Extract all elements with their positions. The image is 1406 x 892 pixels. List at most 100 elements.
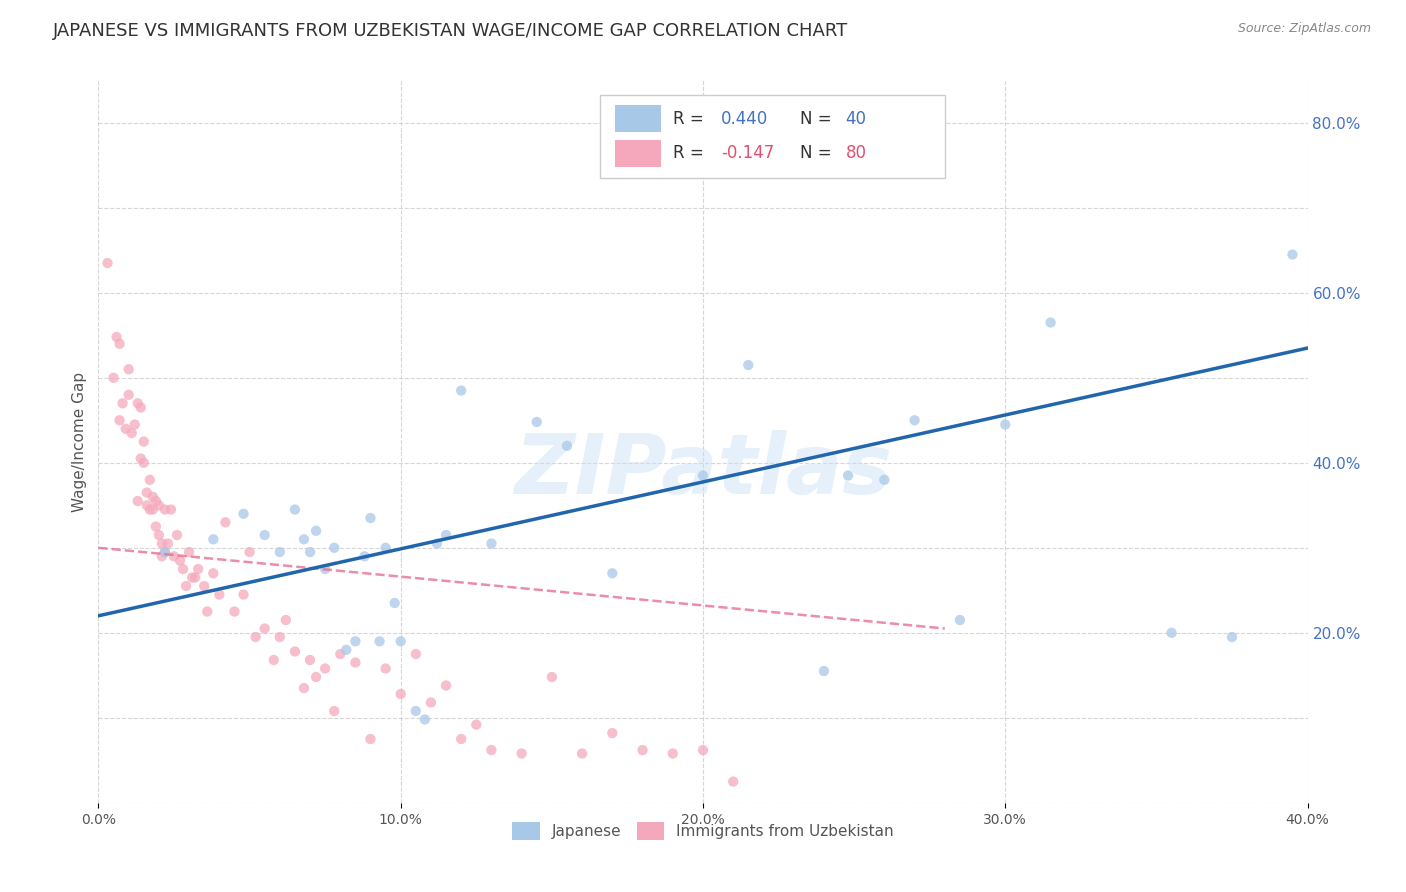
Point xyxy=(269,545,291,559)
Point xyxy=(118,388,141,402)
Point xyxy=(661,747,683,761)
Point xyxy=(384,596,406,610)
Point xyxy=(465,717,488,731)
Text: 0.440: 0.440 xyxy=(721,110,769,128)
Y-axis label: Wage/Income Gap: Wage/Income Gap xyxy=(72,371,87,512)
Point xyxy=(692,743,714,757)
Point xyxy=(187,562,209,576)
Point xyxy=(127,494,149,508)
Point xyxy=(174,579,197,593)
Point xyxy=(118,362,141,376)
Point xyxy=(631,743,654,757)
Text: R =: R = xyxy=(672,145,709,162)
Text: N =: N = xyxy=(800,145,837,162)
Point xyxy=(153,545,176,559)
Point xyxy=(284,502,307,516)
Point xyxy=(737,358,759,372)
Point xyxy=(274,613,297,627)
Point xyxy=(96,256,118,270)
Point xyxy=(873,473,896,487)
Point xyxy=(405,704,427,718)
Text: 40: 40 xyxy=(845,110,866,128)
Point xyxy=(208,588,231,602)
Text: N =: N = xyxy=(800,110,837,128)
Text: JAPANESE VS IMMIGRANTS FROM UZBEKISTAN WAGE/INCOME GAP CORRELATION CHART: JAPANESE VS IMMIGRANTS FROM UZBEKISTAN W… xyxy=(53,22,849,40)
Point xyxy=(132,456,155,470)
Point xyxy=(540,670,562,684)
Point xyxy=(111,396,134,410)
Point xyxy=(232,507,254,521)
Point xyxy=(723,774,745,789)
Point xyxy=(145,494,167,508)
Point xyxy=(129,401,152,415)
Point xyxy=(269,630,291,644)
Point xyxy=(602,566,624,581)
Point xyxy=(374,541,396,555)
Point xyxy=(450,732,472,747)
Point xyxy=(148,498,170,512)
Point xyxy=(510,747,533,761)
Point xyxy=(368,634,391,648)
Text: 80: 80 xyxy=(845,145,866,162)
Point xyxy=(153,545,176,559)
Point xyxy=(239,545,262,559)
Point xyxy=(132,434,155,449)
Point xyxy=(184,570,207,584)
Point xyxy=(994,417,1017,432)
Point xyxy=(193,579,215,593)
Point xyxy=(602,726,624,740)
Point xyxy=(142,502,165,516)
Point xyxy=(139,473,162,487)
Point xyxy=(904,413,927,427)
Point xyxy=(121,425,143,440)
Point xyxy=(481,536,503,550)
Text: Source: ZipAtlas.com: Source: ZipAtlas.com xyxy=(1237,22,1371,36)
Point xyxy=(129,451,152,466)
Point xyxy=(253,528,276,542)
Point xyxy=(135,485,157,500)
Point xyxy=(103,371,125,385)
Point xyxy=(150,549,173,564)
Point xyxy=(145,519,167,533)
Point xyxy=(179,545,201,559)
Point xyxy=(135,498,157,512)
Point xyxy=(142,490,165,504)
FancyBboxPatch shape xyxy=(614,105,661,132)
Point xyxy=(360,511,382,525)
Point xyxy=(245,630,267,644)
Point xyxy=(526,415,548,429)
Point xyxy=(555,439,578,453)
Point xyxy=(305,670,328,684)
Point xyxy=(413,713,436,727)
Point xyxy=(389,634,412,648)
Point xyxy=(224,605,246,619)
Point xyxy=(169,553,191,567)
FancyBboxPatch shape xyxy=(614,139,661,167)
Point xyxy=(195,605,218,619)
Point xyxy=(172,562,194,576)
Point xyxy=(405,647,427,661)
Point xyxy=(314,562,336,576)
Point xyxy=(150,536,173,550)
Point xyxy=(114,422,136,436)
Point xyxy=(314,661,336,675)
Point xyxy=(153,502,176,516)
Point xyxy=(1160,625,1182,640)
Point xyxy=(253,622,276,636)
Point xyxy=(181,570,204,584)
Text: -0.147: -0.147 xyxy=(721,145,775,162)
Point xyxy=(426,536,449,550)
Point xyxy=(284,644,307,658)
Text: ZIPatlas: ZIPatlas xyxy=(515,430,891,511)
Point xyxy=(202,566,225,581)
Point xyxy=(1281,247,1303,261)
FancyBboxPatch shape xyxy=(600,95,945,178)
Point xyxy=(434,528,457,542)
Point xyxy=(335,642,357,657)
Point xyxy=(353,549,375,564)
Point xyxy=(299,653,322,667)
Point xyxy=(124,417,146,432)
Point xyxy=(139,502,162,516)
Point xyxy=(420,696,443,710)
Point xyxy=(837,468,859,483)
